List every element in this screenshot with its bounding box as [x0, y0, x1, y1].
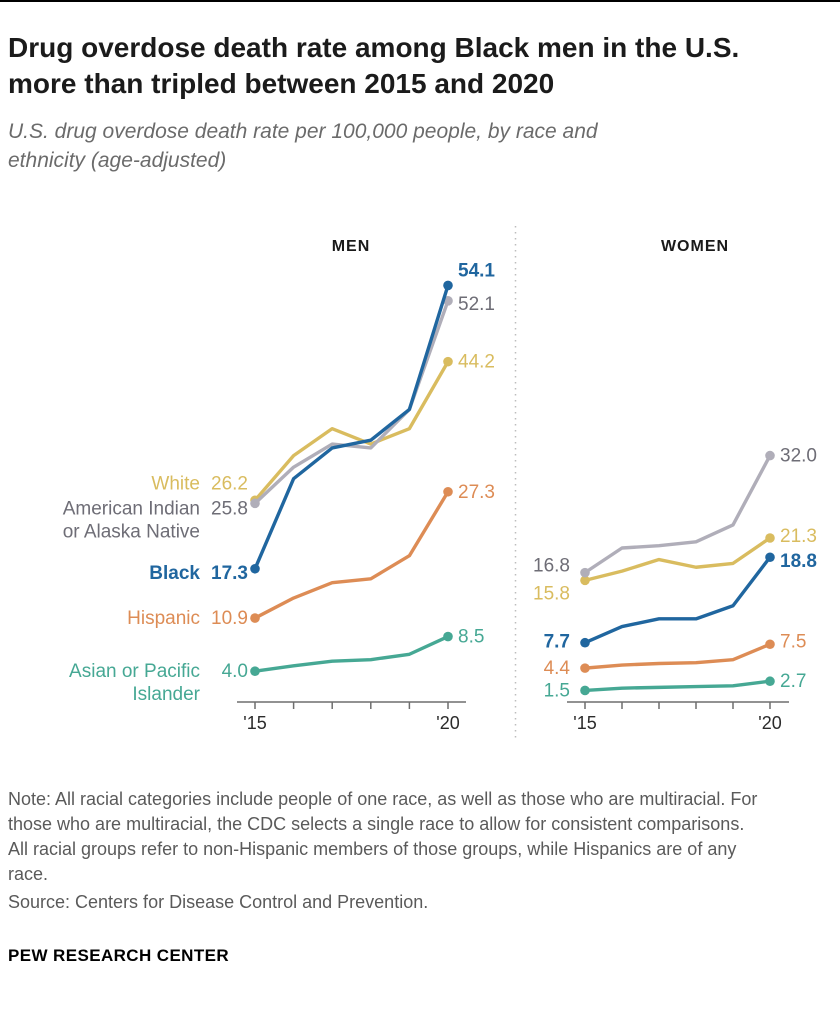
x-tick-label: '15 — [573, 713, 596, 733]
series-end-dot — [765, 450, 775, 460]
series-line-Hispanic — [583, 642, 772, 670]
top-divider — [0, 0, 840, 2]
series-end-dot — [765, 532, 775, 543]
series-name: Asian or Pacific — [69, 661, 200, 682]
series-line-Asian or Pacific Islander — [253, 634, 450, 673]
series-name: White — [151, 473, 200, 494]
series-line-Asian or Pacific Islander — [583, 679, 772, 692]
series-line-Black — [583, 555, 772, 645]
series-end-dot — [443, 631, 453, 641]
series-line-White — [253, 359, 450, 502]
series-start-dot — [250, 665, 260, 676]
series-line-Black — [253, 283, 450, 571]
series-start-dot — [580, 662, 590, 673]
series-start-value: 7.7 — [544, 631, 570, 652]
series-line-Hispanic — [253, 489, 450, 620]
series-start-dot — [580, 567, 590, 578]
series-end-dot — [443, 280, 453, 290]
series-name: American Indian — [63, 498, 200, 519]
series-name: Hispanic — [127, 608, 200, 629]
panel-title: MEN — [332, 238, 371, 255]
series-start-value: 15.8 — [533, 583, 570, 604]
chart-canvas: MEN '15 '20 26.2 44.2 White 25.8 52.1 American I… — [63, 225, 817, 742]
series-end-value: 54.1 — [458, 260, 495, 281]
series-line-American Indian or Alaska Native — [253, 298, 450, 505]
pew-research-center-wordmark: PEW RESEARCH CENTER — [8, 945, 230, 965]
series-end-dot — [765, 676, 775, 686]
series-end-value: 21.3 — [780, 526, 817, 547]
series-name: Islander — [132, 684, 200, 705]
series-end-dot — [765, 552, 775, 562]
chart-title: Drug overdose death rate among Black men… — [8, 32, 740, 99]
series-end-value: 8.5 — [458, 626, 484, 647]
series-end-value: 44.2 — [458, 351, 495, 372]
series-start-value: 4.4 — [544, 658, 571, 679]
x-tick-label: '20 — [436, 713, 459, 733]
series-start-value: 10.9 — [211, 608, 248, 629]
series-end-value: 27.3 — [458, 481, 495, 502]
series-start-value: 17.3 — [211, 562, 248, 583]
panel-title: WOMEN — [661, 238, 729, 255]
series-start-dot — [250, 563, 260, 574]
series-line-American Indian or Alaska Native — [583, 453, 772, 574]
chart-subtitle: U.S. drug overdose death rate per 100,00… — [8, 119, 598, 172]
series-start-value: 25.8 — [211, 498, 248, 519]
series-start-dot — [580, 575, 590, 585]
series-name: or Alaska Native — [63, 521, 200, 542]
series-start-dot — [580, 637, 590, 648]
series-start-value: 1.5 — [544, 680, 570, 701]
series-line-White — [583, 535, 772, 582]
series-end-value: 2.7 — [780, 671, 806, 692]
series-end-dot — [443, 486, 453, 497]
series-start-dot — [580, 685, 590, 695]
series-start-dot — [250, 612, 260, 623]
dual-panel-line-chart: MEN '15 '20 26.2 44.2 White 25.8 52.1 American I… — [0, 220, 840, 755]
series-end-dot — [765, 639, 775, 649]
series-end-value: 52.1 — [458, 293, 495, 314]
series-start-value: 16.8 — [533, 555, 570, 576]
series-start-value: 4.0 — [222, 661, 248, 682]
x-tick-label: '20 — [758, 713, 781, 733]
x-tick-label: '15 — [243, 713, 266, 733]
series-end-value: 7.5 — [780, 631, 806, 652]
series-end-value: 32.0 — [780, 445, 817, 466]
series-start-dot — [250, 498, 260, 508]
series-start-value: 26.2 — [211, 473, 248, 494]
chart-note: Note: All racial categories include peop… — [8, 788, 758, 885]
series-name: Black — [149, 562, 200, 583]
chart-source: Source: Centers for Disease Control and … — [8, 892, 429, 913]
series-end-value: 18.8 — [780, 551, 817, 572]
series-end-dot — [443, 356, 453, 367]
